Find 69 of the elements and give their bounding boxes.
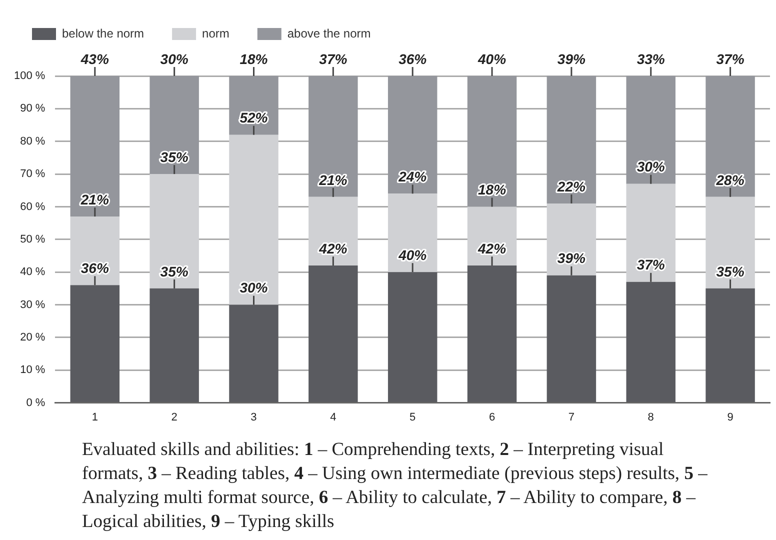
y-tick-label: 100 % [14,70,46,82]
data-label: 35% [160,263,189,280]
data-label: 24% [398,168,428,185]
bar [150,174,199,288]
x-tick-label: 7 [568,411,575,424]
x-tick-label: 1 [92,411,98,424]
data-label: 35% [716,263,745,280]
y-tick-label: 20 % [20,331,46,344]
legend-label: below the norm [62,26,144,40]
y-tick-label: 30 % [20,298,46,311]
data-label: 30% [160,50,189,67]
data-label: 18% [478,182,507,198]
bar [388,76,438,194]
data-label: 37% [319,50,348,67]
data-label: 52% [240,110,268,126]
y-tick-label: 40 % [20,266,46,278]
text: Evaluated skills and abilities: 1 – Comprehending texts, 2 – Interpreting visual formats, 3 – Reading tables, 4 – Using own intermediate (previous steps) results, 5 – Analyzing multi format source, 6 – Ability to calculate, 7 – Ability to compare, 8 – Logical abilities, 9 – Typing skills [82,440,708,532]
x-tick-label: 9 [727,411,734,424]
data-label: 35% [160,148,189,165]
data-label: 40% [477,50,507,67]
data-label: 22% [556,178,586,194]
x-tick-label: 8 [648,411,654,424]
data-label: 30% [636,158,666,175]
bar [150,76,199,174]
bar [467,206,517,266]
data-label: 42% [477,240,507,256]
bar [70,216,120,286]
x-tick-label: 2 [171,411,178,424]
bar [308,76,358,197]
bar [229,134,278,305]
x-tick-label: 3 [250,411,257,424]
legend-label: above the norm [287,26,371,40]
data-label: 18% [240,50,268,67]
y-tick-label: 10 % [20,364,46,376]
bar [546,76,596,204]
bar [626,76,676,184]
bar [626,184,676,282]
data-label: 40% [398,246,428,263]
data-label: 30% [240,280,268,296]
data-label: 39% [557,50,586,67]
y-tick-label: 0 % [26,396,46,409]
x-tick-label: 4 [330,411,336,424]
y-tick-label: 90 % [20,102,46,115]
data-label: 42% [318,240,348,256]
bar [229,76,278,135]
data-label: 37% [716,50,745,67]
data-label: 21% [80,191,110,208]
bar [388,194,438,272]
data-label: 39% [557,250,586,266]
y-tick-label: 60 % [20,200,46,213]
y-tick-label: 50 % [20,233,46,246]
data-label: 36% [80,260,110,276]
bar [706,76,755,197]
data-label: 21% [318,172,348,188]
bar [467,76,517,207]
legend-label: norm [202,26,230,40]
data-label: 36% [398,50,428,67]
data-label: 37% [636,256,666,273]
x-tick-label: 6 [488,411,496,424]
bar [546,203,596,276]
bar [70,76,120,217]
y-tick-label: 70 % [20,168,46,180]
data-label: 28% [715,172,745,188]
data-label: 33% [636,50,666,67]
data-label: 43% [80,50,110,67]
bar [706,196,755,288]
x-tick-label: 5 [410,411,416,424]
bar [308,196,358,266]
y-tick-label: 80 % [20,135,46,148]
